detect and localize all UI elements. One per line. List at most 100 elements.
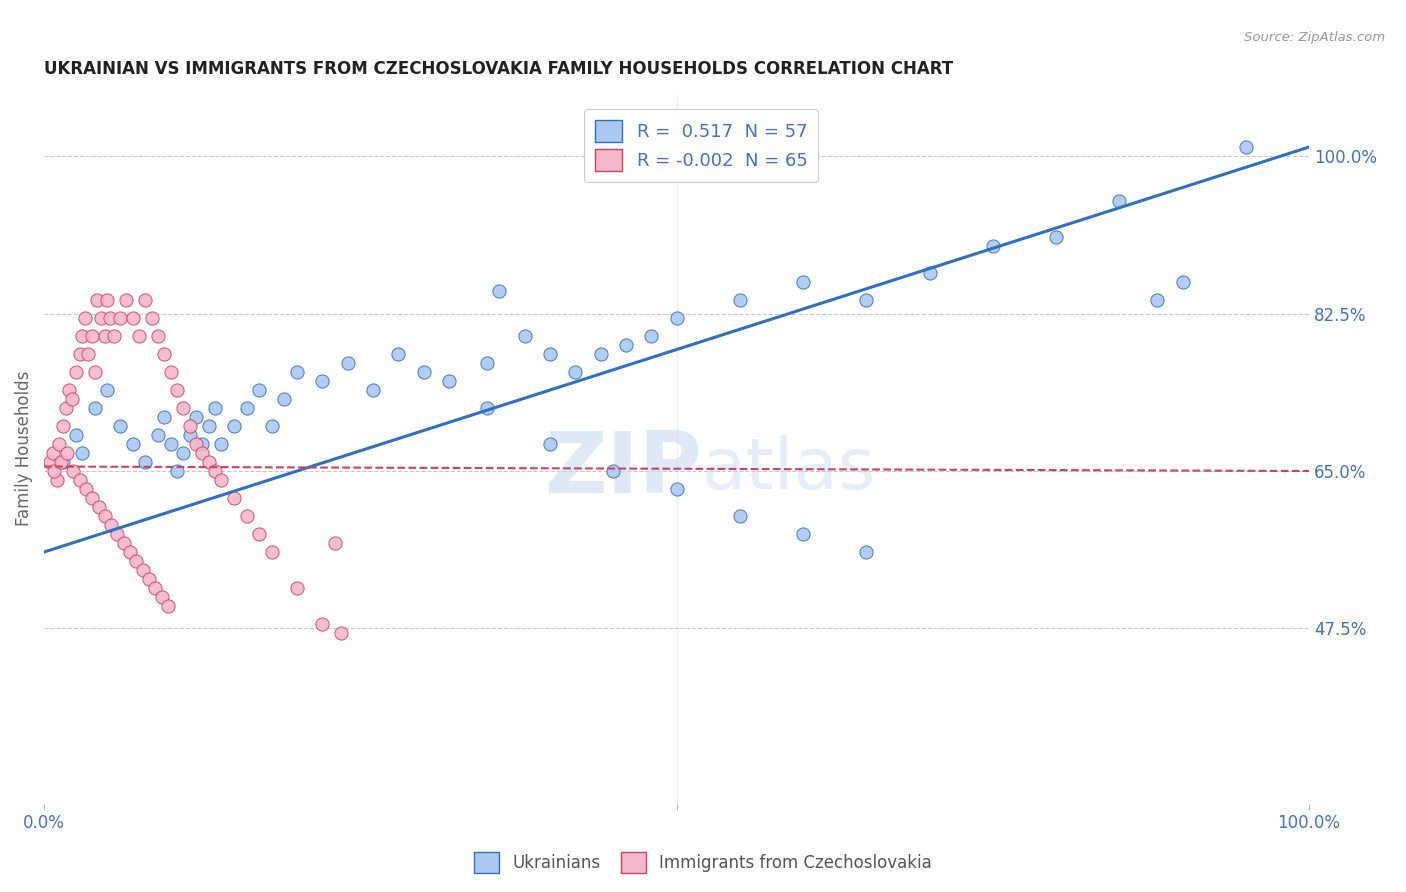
Point [153, 347, 176, 361]
Point [94, 329, 117, 343]
Y-axis label: Family Households: Family Households [15, 371, 32, 526]
Point [665, 482, 688, 496]
Point [56, 446, 79, 460]
Point [728, 508, 751, 523]
Point [58, 383, 80, 397]
Point [65, 365, 87, 379]
Point [146, 329, 169, 343]
Point [1171, 275, 1194, 289]
Point [602, 464, 624, 478]
Point [108, 311, 131, 326]
Point [197, 455, 219, 469]
Point [96, 293, 118, 307]
Point [49, 455, 72, 469]
Point [589, 347, 612, 361]
Point [981, 239, 1004, 253]
Point [665, 311, 688, 326]
Point [475, 401, 498, 415]
Point [90, 311, 112, 326]
Point [285, 365, 308, 379]
Point [172, 446, 194, 460]
Point [222, 419, 245, 434]
Point [82, 329, 104, 343]
Point [94, 508, 117, 523]
Text: Source: ZipAtlas.com: Source: ZipAtlas.com [1244, 31, 1385, 45]
Point [159, 365, 181, 379]
Point [134, 293, 156, 307]
Point [273, 392, 295, 406]
Point [792, 275, 814, 289]
Point [83, 401, 105, 415]
Point [121, 311, 143, 326]
Point [166, 383, 188, 397]
Point [204, 401, 226, 415]
Point [184, 437, 207, 451]
Point [330, 626, 353, 640]
Point [70, 329, 93, 343]
Point [141, 311, 163, 326]
Text: atlas: atlas [702, 435, 876, 504]
Point [538, 347, 561, 361]
Point [247, 527, 270, 541]
Point [285, 581, 308, 595]
Point [121, 437, 143, 451]
Point [107, 527, 129, 541]
Point [132, 563, 155, 577]
Point [260, 545, 283, 559]
Point [387, 347, 409, 361]
Point [311, 617, 333, 632]
Point [69, 347, 91, 361]
Point [488, 284, 510, 298]
Legend: R =  0.517  N = 57, R = -0.002  N = 65: R = 0.517 N = 57, R = -0.002 N = 65 [585, 109, 818, 182]
Point [48, 437, 70, 451]
Point [437, 374, 460, 388]
Point [125, 554, 148, 568]
Point [42, 446, 65, 460]
Point [855, 293, 877, 307]
Point [75, 482, 97, 496]
Point [120, 545, 142, 559]
Point [55, 401, 77, 415]
Point [918, 266, 941, 280]
Point [361, 383, 384, 397]
Point [45, 473, 67, 487]
Point [70, 446, 93, 460]
Point [1234, 140, 1257, 154]
Point [538, 437, 561, 451]
Point [150, 590, 173, 604]
Point [247, 383, 270, 397]
Point [235, 401, 257, 415]
Point [222, 491, 245, 505]
Point [564, 365, 586, 379]
Point [855, 545, 877, 559]
Point [98, 311, 121, 326]
Point [412, 365, 434, 379]
Point [138, 572, 160, 586]
Point [82, 491, 104, 505]
Point [52, 455, 75, 469]
Point [1108, 194, 1130, 208]
Point [166, 464, 188, 478]
Point [513, 329, 536, 343]
Point [1045, 230, 1067, 244]
Point [204, 464, 226, 478]
Point [475, 356, 498, 370]
Point [112, 536, 135, 550]
Point [172, 401, 194, 415]
Point [336, 356, 359, 370]
Point [260, 419, 283, 434]
Point [159, 437, 181, 451]
Point [77, 347, 100, 361]
Text: UKRAINIAN VS IMMIGRANTS FROM CZECHOSLOVAKIA FAMILY HOUSEHOLDS CORRELATION CHART: UKRAINIAN VS IMMIGRANTS FROM CZECHOSLOVA… [44, 60, 953, 78]
Legend: Ukrainians, Immigrants from Czechoslovakia: Ukrainians, Immigrants from Czechoslovak… [468, 846, 938, 880]
Point [115, 293, 138, 307]
Point [52, 419, 75, 434]
Point [103, 329, 125, 343]
Point [87, 500, 110, 514]
Point [157, 599, 180, 613]
Point [179, 428, 201, 442]
Point [146, 428, 169, 442]
Point [311, 374, 333, 388]
Point [100, 518, 122, 533]
Point [73, 311, 96, 326]
